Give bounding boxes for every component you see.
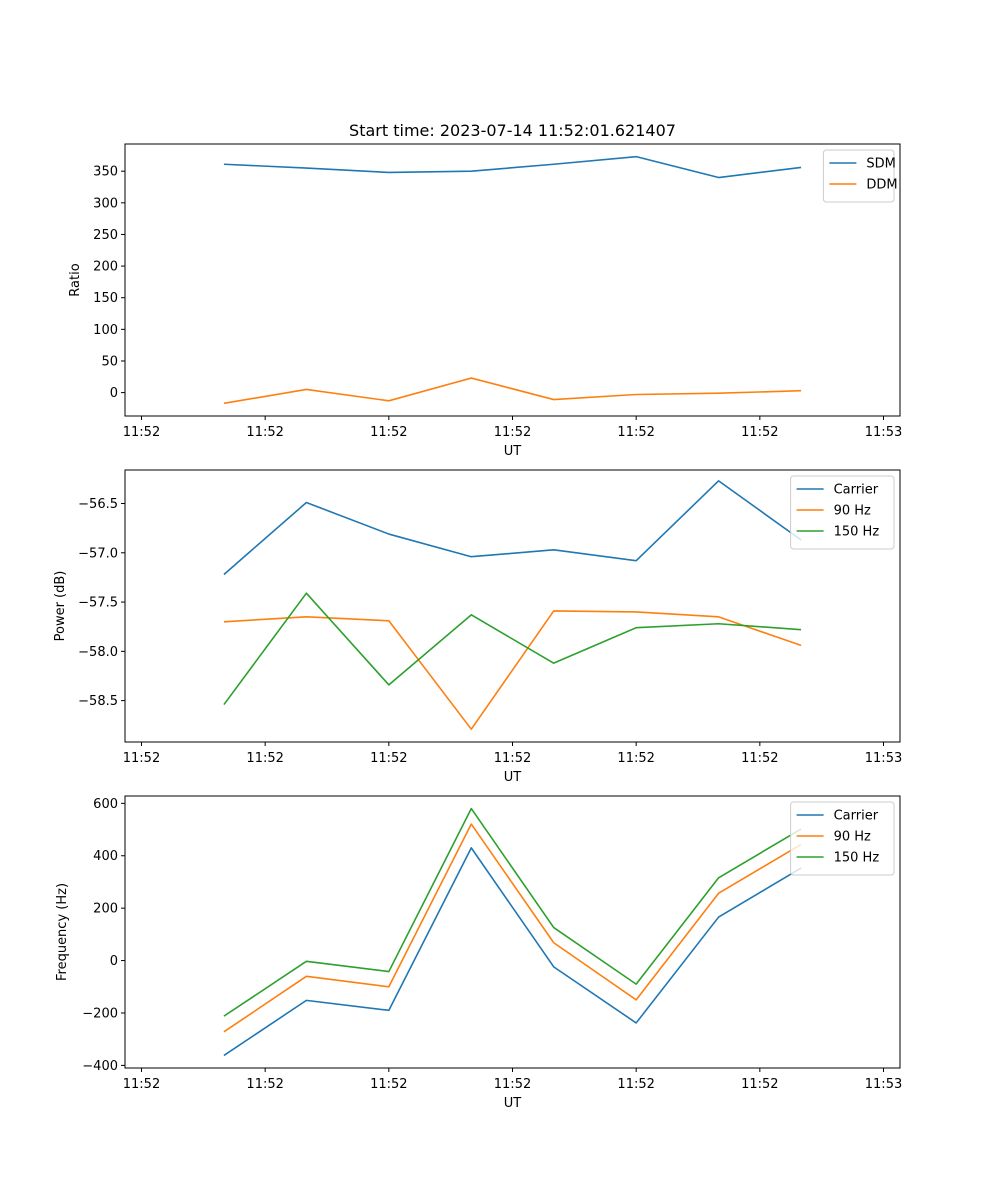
series-line-carrier [223,480,802,576]
series-line-150-hz [223,592,802,706]
legend-label: 150 Hz [834,525,880,540]
x-tick-label: 11:52 [123,751,160,766]
chart-power: −58.5−58.0−57.5−57.0−56.5 11:52 11:52 11:5… [53,469,902,785]
y-tick-label: −58.0 [78,645,118,660]
y-tick-label: 250 [93,228,118,243]
y-tick-label: 0 [110,954,118,969]
y-axis-label: Power (dB) [53,571,68,642]
y-tick-label: −57.0 [78,546,118,561]
y-tick-label: 400 [93,849,118,864]
x-axis: 11:52 11:52 11:52 11:52 11:52 11:52 11:53 [123,416,902,440]
legend-label: 150 Hz [834,851,880,866]
x-tick-label: 11:52 [617,1077,654,1092]
legend-label: DDM [866,178,897,193]
legend-label: Carrier [834,809,879,824]
legend: Carrier 90 Hz 150 Hz [790,801,895,876]
y-tick-label: 150 [93,291,118,306]
series-line-sdm [223,155,802,179]
x-tick-label: 11:52 [494,751,531,766]
x-axis-label: UT [504,770,522,785]
x-tick-label: 11:52 [123,1077,160,1092]
x-tick-label: 11:52 [370,1077,407,1092]
x-axis-label: UT [504,1096,522,1111]
series-line-carrier [223,847,802,1057]
y-tick-label: 0 [110,386,118,401]
y-axis-label: Ratio [68,263,83,296]
y-tick-label: 100 [93,323,118,338]
series-line-90-hz [223,823,802,1033]
x-tick-label: 11:53 [865,1077,902,1092]
x-tick-label: 11:52 [370,425,407,440]
x-tick-label: 11:52 [617,425,654,440]
series-line-ddm [223,377,802,405]
legend-label: 90 Hz [834,504,871,519]
y-tick-label: −57.5 [78,596,118,611]
y-tick-label: 300 [93,196,118,211]
y-tick-label: 50 [101,354,118,369]
plot-area [223,480,802,730]
chart-title: Start time: 2023-07-14 11:52:01.621407 [349,121,676,140]
x-tick-label: 11:52 [494,1077,531,1092]
y-axis-label: Frequency (Hz) [55,883,70,981]
plot-area [223,807,802,1057]
legend: Carrier 90 Hz 150 Hz [790,475,895,550]
x-tick-label: 11:52 [246,1077,283,1092]
y-axis: 0 50 100 150 200 250 300 350 [93,165,125,401]
legend-label: 90 Hz [834,830,871,845]
legend-label: Carrier [834,483,879,498]
x-tick-label: 11:52 [246,751,283,766]
series-line-150-hz [223,807,802,1017]
x-tick-label: 11:52 [123,425,160,440]
y-tick-label: −56.5 [78,497,118,512]
x-tick-label: 11:52 [494,425,531,440]
x-tick-label: 11:53 [865,425,902,440]
y-axis: −58.5 −58.0 −57.5 −57.0 −56.5 [78,497,125,709]
x-axis: 11:52 11:52 11:52 11:52 11:52 11:52 11:53 [123,742,902,766]
x-tick-label: 11:53 [865,751,902,766]
y-tick-label: −400 [82,1059,118,1074]
legend: SDM DDM [822,149,898,203]
x-tick-label: 11:52 [741,425,778,440]
y-tick-label: −58.5 [78,694,118,709]
x-axis-label: UT [504,444,522,459]
x-tick-label: 11:52 [370,751,407,766]
legend-label: SDM [866,157,895,172]
x-tick-label: 11:52 [617,751,654,766]
plot-area [223,155,802,405]
x-axis: 11:52 11:52 11:52 11:52 11:52 11:52 11:53 [123,1068,902,1092]
x-tick-label: 11:52 [741,1077,778,1092]
y-tick-label: 600 [93,797,118,812]
y-axis: −400 −200 0 200 400 600 [82,797,125,1074]
y-tick-label: 350 [93,165,118,180]
y-tick-label: 200 [93,902,118,917]
chart-ratio: Start time: 2023-07-14 11:52:01.621407 0… [68,121,902,459]
series-line-90-hz [223,610,802,730]
y-tick-label: 200 [93,260,118,275]
x-tick-label: 11:52 [741,751,778,766]
y-tick-label: −200 [82,1006,118,1021]
x-tick-label: 11:52 [246,425,283,440]
